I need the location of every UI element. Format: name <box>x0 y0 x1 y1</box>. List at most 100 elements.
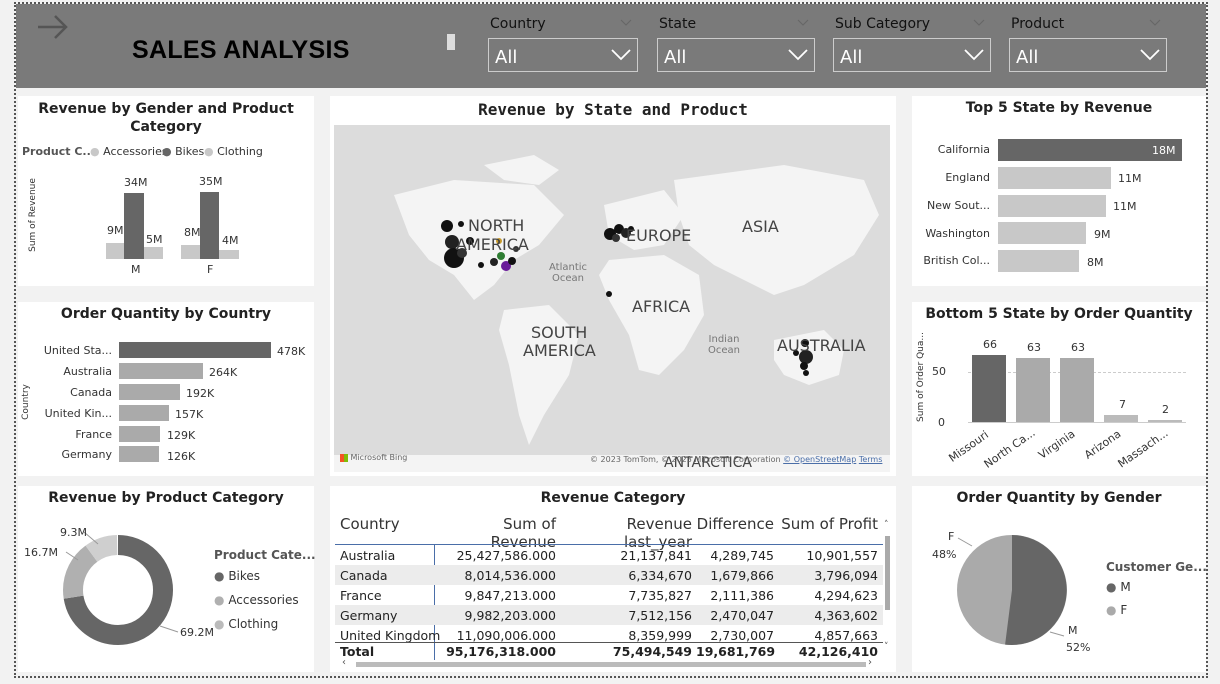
column-header[interactable]: Sum of Revenue <box>490 515 556 551</box>
bubbles-north-america <box>441 220 519 271</box>
table-row[interactable]: France 9,847,213.000 7,735,827 2,111,386… <box>335 585 883 605</box>
x-tick-label: F <box>207 263 214 276</box>
sub-category-dropdown[interactable]: All <box>833 38 991 72</box>
y-tick-label: Washington <box>925 227 990 240</box>
legend-bikes: ● Bikes <box>214 569 261 583</box>
region-label: NORTH <box>468 216 525 235</box>
scroll-up-icon[interactable]: ˄ <box>884 520 889 530</box>
legend-f: ● F <box>1106 603 1128 617</box>
data-label: 2 <box>1162 403 1169 416</box>
cell-profit: 4,363,602 <box>814 608 878 623</box>
slice-bikes <box>63 535 173 645</box>
cell-total-revenue: 95,176,318.000 <box>446 644 556 659</box>
bar-united-kingdom <box>119 405 169 421</box>
y-tick-label: 50 <box>932 365 946 378</box>
bottom-states-chart[interactable]: Bottom 5 State by Order Quantity Sum of … <box>912 302 1206 476</box>
bubbles-australia <box>793 339 813 376</box>
textbox-marker <box>447 34 455 50</box>
cell-total-difference: 19,681,769 <box>696 644 776 659</box>
bar-north-carolina <box>1016 358 1050 422</box>
slicer-label: Sub Category <box>835 16 931 32</box>
data-label: 11M <box>1118 172 1142 185</box>
horizontal-scrollbar[interactable]: ‹ › <box>338 657 878 670</box>
country-dropdown[interactable]: All <box>488 38 638 72</box>
bar-united-states <box>119 342 271 358</box>
landmass-south-america <box>499 305 579 445</box>
slicer-product: Product All <box>1009 12 1167 74</box>
slicer-label: Country <box>490 16 546 32</box>
y-tick-label: 0 <box>938 416 945 429</box>
osm-link[interactable]: © OpenStreetMap <box>783 455 857 464</box>
legend-label: Bikes <box>228 569 261 583</box>
chevron-down-icon[interactable] <box>973 18 985 28</box>
gender-product-chart[interactable]: Revenue by Gender and Product Category P… <box>18 96 314 286</box>
vertical-scrollbar[interactable]: ˄ ˅ <box>884 520 892 660</box>
slicer-value: All <box>1016 47 1039 68</box>
scroll-thumb[interactable] <box>356 662 866 667</box>
data-label: 4M <box>222 234 239 247</box>
scroll-down-icon[interactable]: ˅ <box>884 642 889 652</box>
region-label: AMERICA <box>456 235 529 254</box>
table-row[interactable]: Canada 8,014,536.000 6,334,670 1,679,866… <box>335 565 883 585</box>
product-dropdown[interactable]: All <box>1009 38 1167 72</box>
cell-last-year: 8,359,999 <box>628 628 692 642</box>
scroll-left-icon[interactable]: ‹ <box>342 657 346 668</box>
revenue-map[interactable]: Revenue by State and Product <box>330 96 896 476</box>
map-canvas[interactable] <box>334 125 890 472</box>
bar-germany <box>119 446 159 462</box>
cell-last-year: 7,512,156 <box>628 608 692 623</box>
chevron-down-icon[interactable] <box>797 18 809 28</box>
data-label: 11M <box>1113 200 1137 213</box>
table-row[interactable]: Germany 9,982,203.000 7,512,156 2,470,04… <box>335 605 883 625</box>
state-dropdown[interactable]: All <box>657 38 815 72</box>
bubble-africa <box>606 291 612 297</box>
leader-line <box>957 537 973 547</box>
column-header[interactable]: Country <box>340 515 400 533</box>
y-tick-label: Australia <box>63 365 112 378</box>
cell-revenue: 9,982,203.000 <box>464 608 556 623</box>
scroll-right-icon[interactable]: › <box>868 657 872 668</box>
bubbles-europe <box>604 224 634 242</box>
product-category-donut[interactable]: Revenue by Product Category 69.2M 16.7M … <box>18 486 316 672</box>
data-label: 7 <box>1119 398 1126 411</box>
bar-m-bikes <box>124 193 144 259</box>
chevron-down-icon[interactable] <box>620 18 632 28</box>
legend-clothing: ● Clothing <box>204 145 263 158</box>
y-axis-label: Country <box>20 384 31 420</box>
data-label: 478K <box>277 345 306 358</box>
revenue-table[interactable]: Revenue Category Country Sum of Revenue … <box>330 486 896 672</box>
cell-total-label: Total <box>340 644 375 659</box>
terms-link[interactable]: Terms <box>858 455 883 464</box>
cell-revenue: 25,427,586.000 <box>456 548 556 563</box>
gender-orders-pie[interactable]: Order Quantity by Gender F 48% M 52% Cus… <box>912 486 1207 672</box>
table-row[interactable]: United Kingdom 11,090,006.000 8,359,999 … <box>335 625 883 642</box>
column-header[interactable]: Revenue last_year <box>623 515 692 551</box>
data-label: 5M <box>146 233 163 246</box>
chart-title: Order Quantity by Country <box>60 306 272 322</box>
top-states-chart[interactable]: Top 5 State by Revenue California Englan… <box>912 96 1206 286</box>
scroll-thumb[interactable] <box>885 536 890 610</box>
data-label: 18M <box>1152 144 1176 157</box>
data-label: 63 <box>1027 341 1041 354</box>
legend-label: Accessories <box>228 593 299 607</box>
cell-difference: 2,730,007 <box>710 628 774 642</box>
data-label: 192K <box>186 387 215 400</box>
leader-line <box>83 531 99 545</box>
data-label: 8M <box>1087 256 1104 269</box>
leader-line <box>159 625 179 633</box>
arrow-right-icon[interactable] <box>36 10 70 44</box>
chart-title: Bottom 5 State by Order Quantity <box>925 306 1193 322</box>
column-header[interactable]: Difference <box>696 515 774 533</box>
slicer-value: All <box>840 47 863 68</box>
chart-title: Revenue by Gender and Product Category <box>38 101 294 135</box>
landmass-greenland <box>484 155 559 185</box>
landmass-antarctica <box>334 455 890 472</box>
chevron-down-icon[interactable] <box>1149 18 1161 28</box>
order-country-chart[interactable]: Order Quantity by Country Country United… <box>18 302 314 476</box>
region-label: ASIA <box>742 217 779 236</box>
region-label: EUROPE <box>626 226 692 245</box>
column-header[interactable]: Sum of Profit <box>781 515 878 533</box>
bar-m-accessories <box>106 243 124 259</box>
table-row[interactable]: Australia 25,427,586.000 21,137,841 4,28… <box>335 545 883 565</box>
cell-difference: 2,470,047 <box>710 608 774 623</box>
